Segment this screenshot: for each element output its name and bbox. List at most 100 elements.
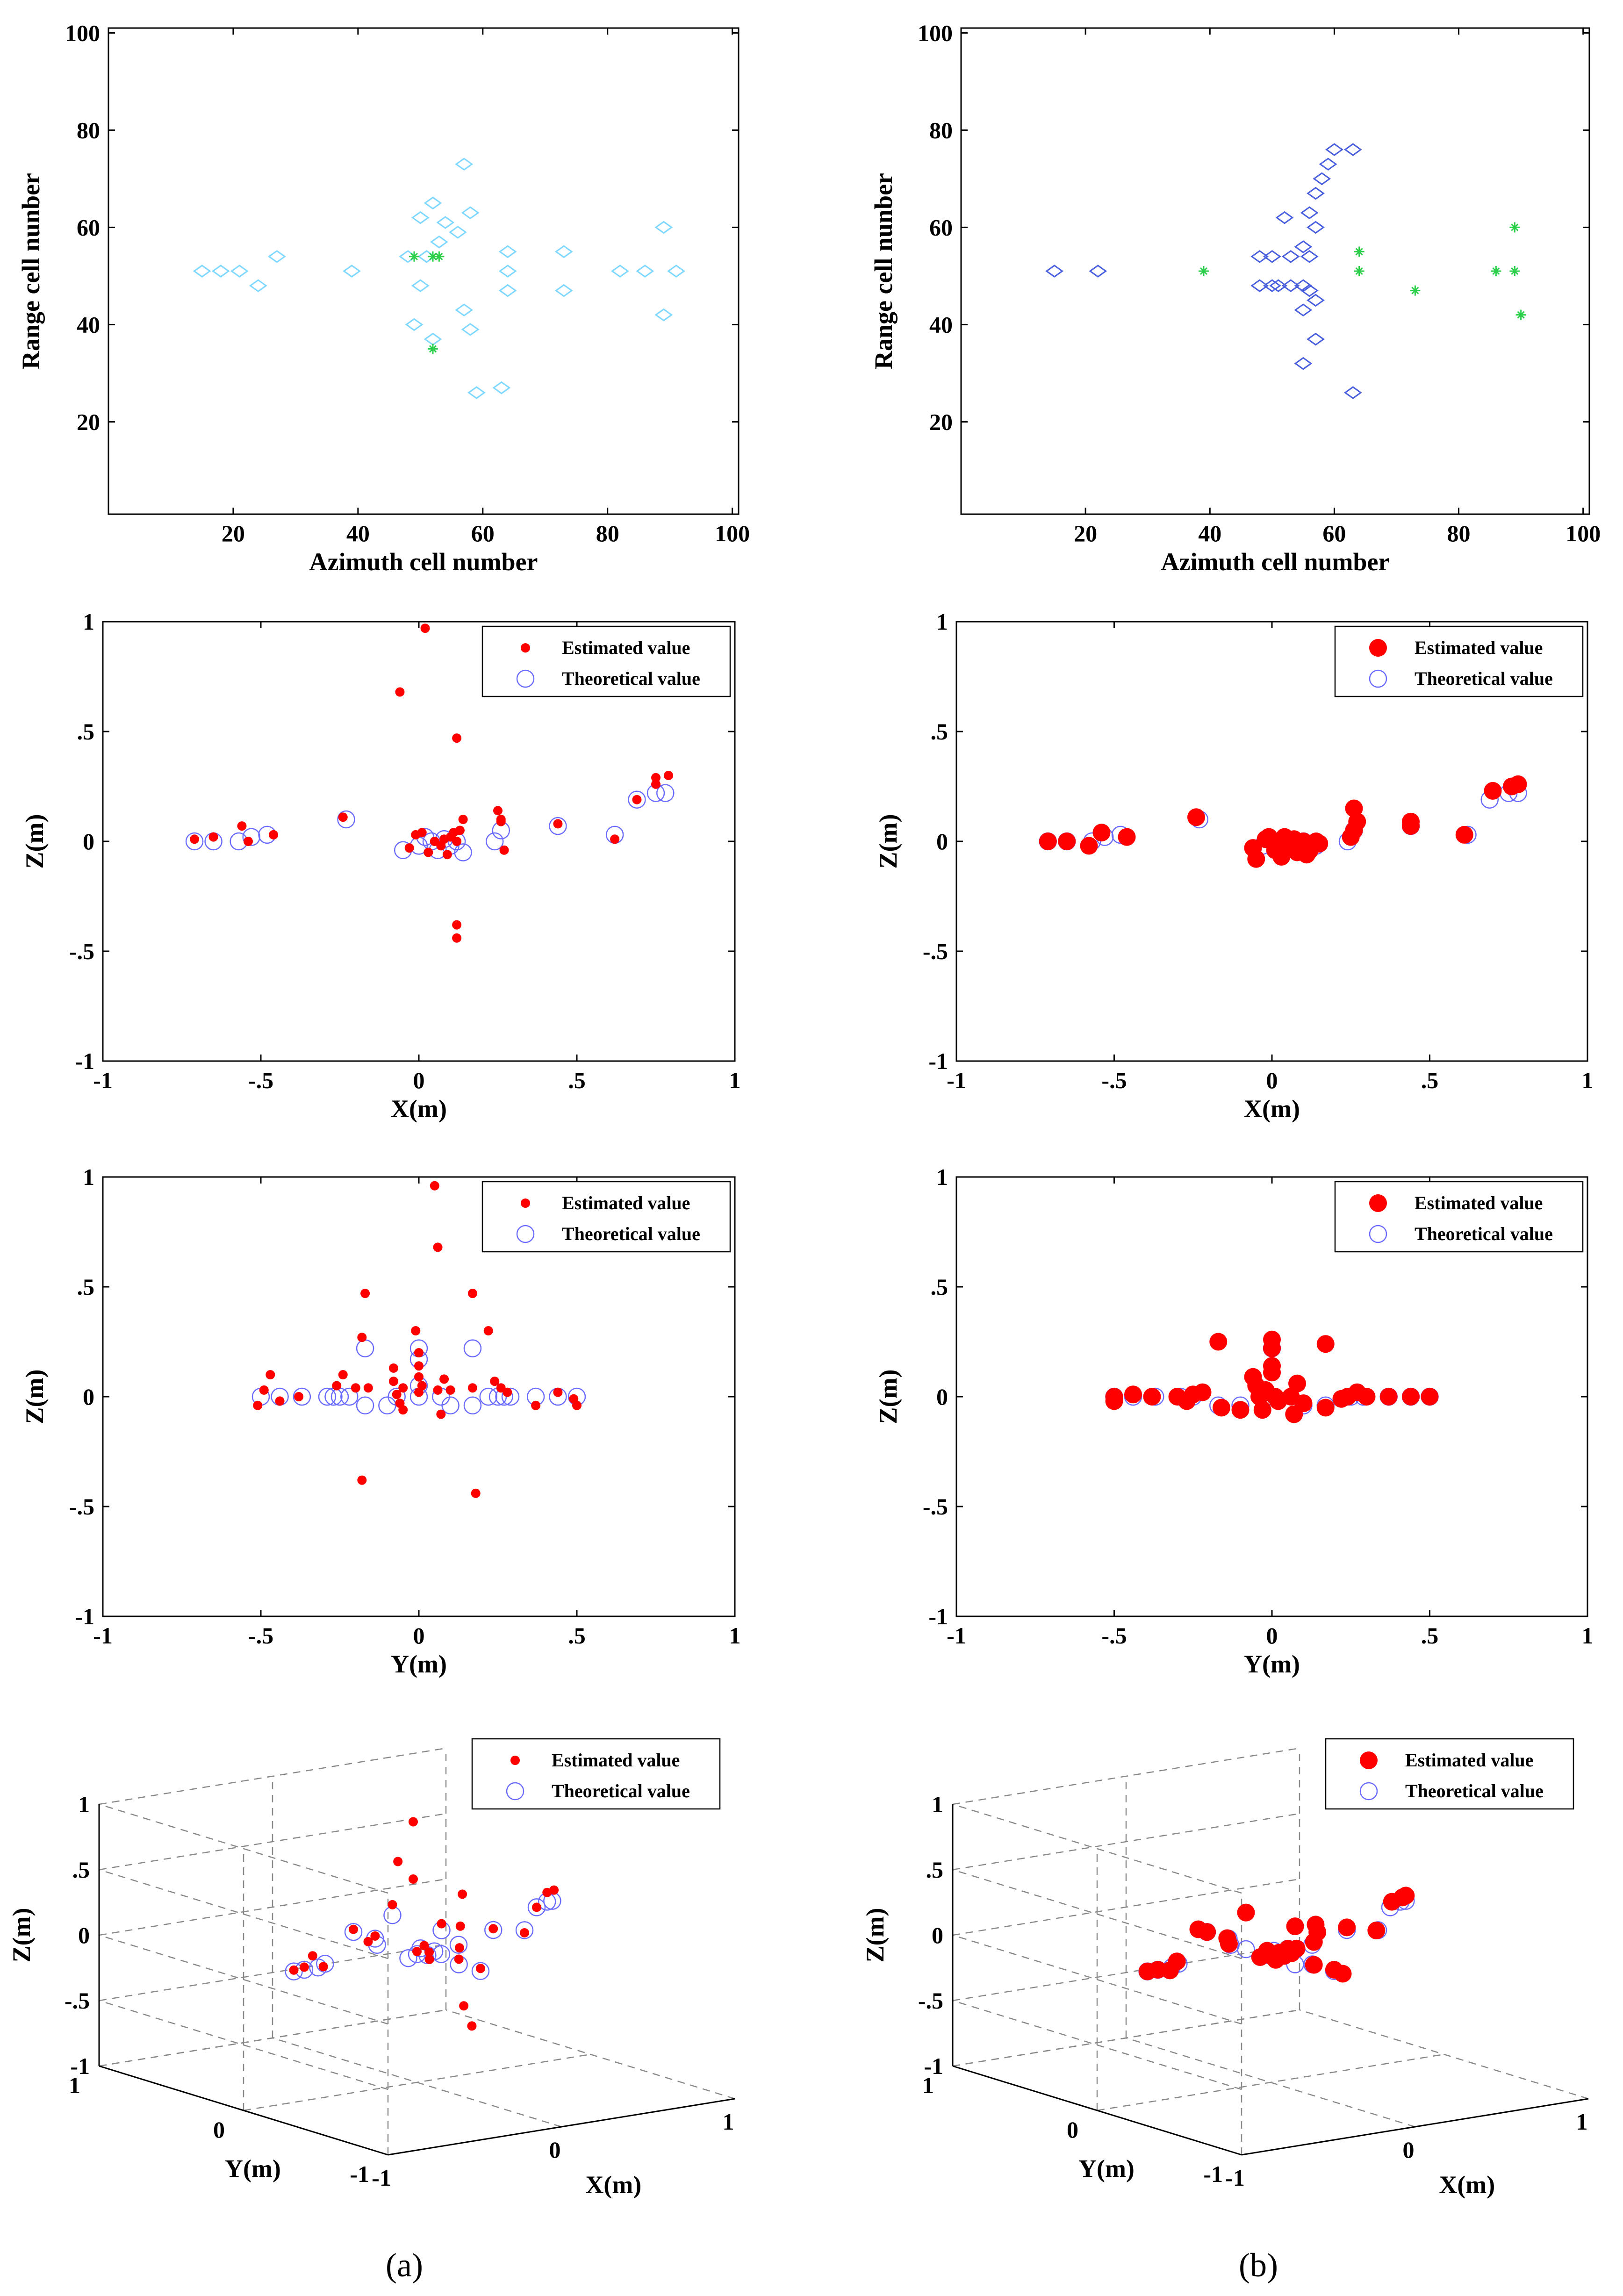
estimated-point [437,1919,446,1929]
y-tick-label: 40 [77,311,100,337]
y-tick-label: 1 [936,1164,948,1190]
legend-estimated-label: Estimated value [562,1192,690,1213]
scatter-contour-marker [230,265,249,278]
y-tick-label: 0 [1067,2117,1078,2143]
back-wall-gridline [952,1747,1300,1805]
scatter-contour-marker [498,245,517,258]
estimated-point [360,1289,370,1299]
legend-estimated-marker [510,1756,520,1765]
scatter-contour-marker [343,265,361,278]
plot-area [108,27,740,515]
legend-box [481,625,731,697]
estimated-point [414,1361,424,1371]
estimated-point [454,1943,464,1953]
scatter-contour-marker [654,308,673,322]
y-tick-label: -1 [350,2161,369,2187]
estimated-point [445,1385,455,1395]
y-tick-label: 1 [922,2072,934,2098]
theoretical-point [479,1387,497,1406]
estimated-point [430,1181,439,1191]
scatter-contour-marker [1089,265,1107,278]
y-tick-label: 20 [77,409,100,435]
estimated-point [404,843,414,853]
estimated-point [1213,1399,1230,1417]
x-tick-label: 0 [1403,2137,1415,2163]
estimated-point [1124,1385,1142,1404]
estimated-point [488,1924,498,1934]
estimated-point [417,828,427,838]
theoretical-point [441,1396,460,1415]
theoretical-point [656,784,675,802]
scatter-contour-marker [667,265,685,278]
side-wall-gridline [99,1803,388,1894]
x-tick-label: .5 [1421,1622,1439,1649]
legend: Estimated value Theoretical value [481,625,731,697]
back-wall-gridline [99,1944,446,2002]
estimated-point [664,771,674,780]
theoretical-point [549,817,567,835]
estimated-point [363,1383,373,1393]
y-tick-label: 1 [936,609,948,635]
theoretical-point [399,1949,417,1967]
estimated-point [455,1921,465,1931]
x-tick-label: -.5 [1101,1067,1127,1093]
estimated-point [493,806,503,816]
legend-theoretical-label: Theoretical value [1415,1223,1553,1244]
theoretical-point [356,1396,374,1415]
estimated-point [553,1387,563,1397]
estimated-point [408,1874,418,1884]
scatter-contour-marker [1307,332,1325,346]
theoretical-point [454,843,472,861]
y-tick-label: -1 [928,1048,948,1074]
estimated-point [1168,1952,1186,1971]
y-tick-label: 80 [929,117,953,143]
back-wall-gridline [99,2009,446,2067]
back-wall-gridline [99,1747,446,1805]
estimated-point [1421,1388,1439,1406]
y-axis-label: Y(m) [1078,2154,1135,2182]
legend-estimated-label: Estimated value [1415,637,1543,658]
legend-theoretical-marker [506,1782,524,1801]
y-tick-label: 1 [83,1164,94,1190]
scatter-contour-marker [467,386,486,399]
scatter-contour-marker [411,211,430,224]
y-tick-label: .5 [931,1274,948,1300]
peak-marker [1354,246,1364,257]
y-tick-label: 0 [936,1384,948,1410]
scatter-contour-marker [1300,284,1319,297]
scatter-contour-marker [411,279,430,293]
estimated-point [1316,1335,1335,1353]
scatter-contour-marker [455,303,474,317]
x-tick-label: 1 [729,1067,741,1093]
legend-box [1325,1738,1574,1810]
x-tick-label: 60 [1322,520,1346,546]
estimated-point [1286,1917,1304,1936]
x-tick-label: 0 [1266,1622,1278,1649]
y-axis-label: Z(m) [874,1370,902,1424]
estimated-point [275,1396,285,1406]
legend-theoretical-marker [516,669,535,688]
theoretical-point [318,1387,337,1406]
estimated-point [1402,817,1420,835]
scatter-contour-marker [1307,187,1325,200]
estimated-point [467,2021,477,2031]
estimated-point [1288,1374,1306,1392]
x-tick-label: -1 [93,1622,113,1649]
estimated-point [357,1475,367,1485]
estimated-point [424,1954,434,1964]
estimated-point [1039,832,1057,850]
legend-box [1334,1181,1584,1253]
theoretical-point [185,832,204,851]
estimated-point [1189,1920,1207,1938]
y-tick-label: -.5 [923,938,948,964]
peak-marker [428,251,438,262]
estimated-point [419,1941,429,1951]
z-axis-label: Z(m) [7,1908,36,1963]
peak-marker [434,251,445,262]
yz-projection-panel-b: -1 -.5 0 .5 1 -1 -.5 0 .5 1 Y(m) Z(m) Estimated valu… [874,1164,1594,1678]
x-axis-label: Y(m) [391,1650,447,1678]
scatter-contour-marker [1294,357,1313,370]
scatter-contour-marker [424,196,442,210]
x-tick-label: -.5 [1101,1622,1127,1649]
panel-label-b: (b) [1239,2246,1278,2284]
